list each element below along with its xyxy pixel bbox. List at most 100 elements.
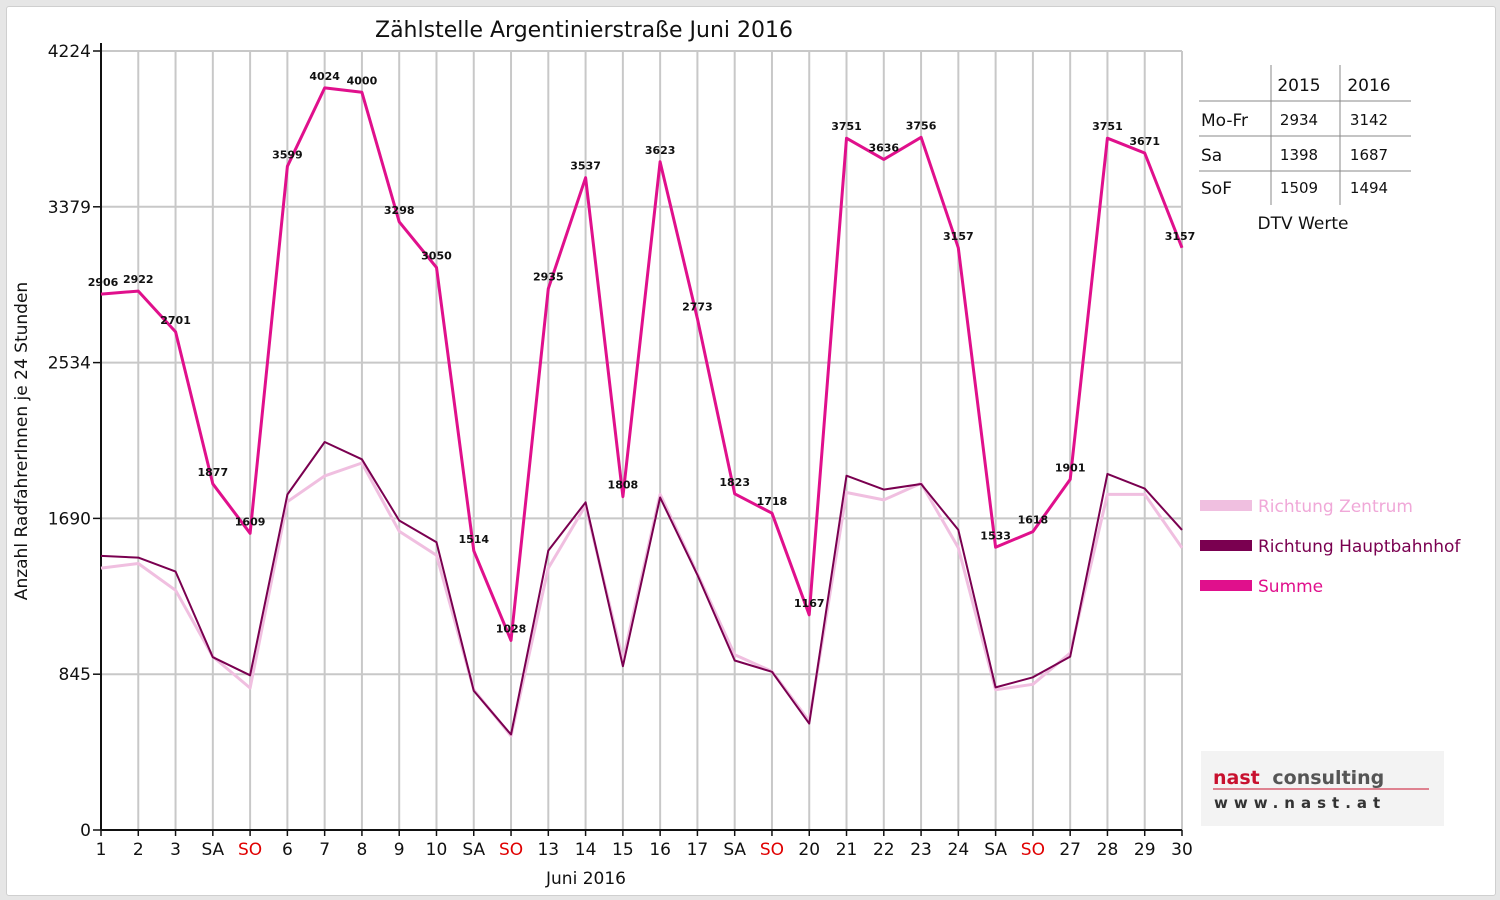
data-label: 2773 bbox=[682, 301, 713, 314]
data-label: 3751 bbox=[1092, 120, 1123, 133]
x-tick-label: 8 bbox=[357, 840, 368, 860]
axes bbox=[93, 43, 1183, 836]
legend-label-summe: Summe bbox=[1258, 577, 1323, 597]
x-tick-label: 10 bbox=[426, 840, 448, 860]
data-label: 2922 bbox=[123, 273, 154, 286]
data-label: 1028 bbox=[496, 622, 527, 635]
x-tick-label: SO bbox=[499, 840, 523, 860]
legend-swatch-hauptbahnhof bbox=[1200, 540, 1252, 551]
data-label: 1808 bbox=[608, 479, 639, 492]
logo-url: www.nast.at bbox=[1214, 794, 1386, 812]
legend-swatch-summe bbox=[1200, 580, 1252, 591]
data-label: 1901 bbox=[1055, 461, 1086, 474]
data-label: 3157 bbox=[943, 230, 974, 243]
dtv-row-label: Mo-Fr bbox=[1201, 111, 1248, 131]
dtv-col-2015: 2015 bbox=[1277, 76, 1320, 96]
dtv-cell: 2934 bbox=[1280, 111, 1318, 129]
data-label: 2935 bbox=[533, 271, 564, 284]
y-tick-label: 4224 bbox=[48, 42, 91, 62]
series-lines bbox=[100, 86, 1184, 738]
data-label: 2906 bbox=[88, 276, 119, 289]
x-tick-label: SA bbox=[462, 840, 485, 860]
series-line-0 bbox=[100, 461, 1184, 738]
x-tick-label: SA bbox=[201, 840, 224, 860]
x-tick-label: 2 bbox=[133, 840, 144, 860]
data-label: 1167 bbox=[794, 597, 825, 610]
y-tick-label: 1690 bbox=[48, 509, 91, 529]
x-tick-label: 23 bbox=[910, 840, 932, 860]
x-tick-label: 16 bbox=[649, 840, 671, 860]
svg-text:nast consulting: nast consulting bbox=[1213, 767, 1384, 789]
x-tick-label: 20 bbox=[798, 840, 820, 860]
data-label: 3050 bbox=[421, 250, 452, 263]
x-tick-label: 30 bbox=[1171, 840, 1193, 860]
x-tick-label: 9 bbox=[394, 840, 405, 860]
x-tick-label: SA bbox=[984, 840, 1007, 860]
legend-label-hauptbahnhof: Richtung Hauptbahnhof bbox=[1258, 537, 1461, 557]
x-tick-label: SO bbox=[1021, 840, 1045, 860]
x-tick-label: 22 bbox=[873, 840, 895, 860]
x-tick-label: 3 bbox=[170, 840, 181, 860]
x-tick-label: 13 bbox=[537, 840, 559, 860]
data-label: 3298 bbox=[384, 204, 415, 217]
data-label: 1514 bbox=[458, 533, 489, 546]
x-tick-label: 28 bbox=[1097, 840, 1119, 860]
nast-consulting-logo: nast consulting www.nast.at bbox=[1201, 751, 1444, 826]
logo-word-nast: nast bbox=[1213, 767, 1260, 789]
data-label: 3751 bbox=[831, 120, 862, 133]
series-line-2 bbox=[100, 86, 1184, 642]
dtv-cell: 1509 bbox=[1280, 179, 1318, 197]
chart-title: Zählstelle Argentinierstraße Juni 2016 bbox=[375, 18, 793, 43]
legend-label-zentrum: Richtung Zentrum bbox=[1258, 497, 1413, 517]
x-tick-label: SA bbox=[723, 840, 746, 860]
series-line-1 bbox=[100, 441, 1183, 736]
logo-word-consulting: consulting bbox=[1272, 767, 1384, 789]
x-tick-label: 27 bbox=[1059, 840, 1081, 860]
data-label: 1609 bbox=[235, 515, 266, 528]
data-label: 1618 bbox=[1018, 514, 1049, 527]
data-label: 3756 bbox=[906, 119, 937, 132]
data-label: 3623 bbox=[645, 144, 676, 157]
x-tick-label: 7 bbox=[319, 840, 330, 860]
data-label: 1877 bbox=[198, 466, 229, 479]
data-label: 4024 bbox=[309, 70, 340, 83]
data-label: 1823 bbox=[719, 476, 750, 489]
data-label: 3636 bbox=[868, 141, 899, 154]
data-label: 3671 bbox=[1129, 135, 1160, 148]
y-axis-ticks: 0 845 1690 2534 3379 4224 bbox=[48, 42, 91, 841]
y-axis-label: Anzahl RadfahrerInnen je 24 Stunden bbox=[12, 282, 32, 600]
x-tick-label: 21 bbox=[836, 840, 858, 860]
y-tick-label: 2534 bbox=[48, 354, 91, 374]
data-label: 3157 bbox=[1165, 230, 1196, 243]
y-tick-label: 0 bbox=[80, 821, 91, 841]
data-label: 2701 bbox=[160, 314, 191, 327]
data-label: 1718 bbox=[757, 495, 788, 508]
x-axis-ticks: 1 2 3 SA SO 6 7 8 9 10 SA SO 13 14 15 16 17 SA SO 20 21 22 23 2… bbox=[96, 840, 1193, 860]
dtv-cell: 1687 bbox=[1350, 146, 1388, 164]
legend: Richtung Zentrum Richtung Hauptbahnhof S… bbox=[1200, 497, 1461, 597]
dtv-caption: DTV Werte bbox=[1258, 214, 1349, 234]
x-tick-label: 6 bbox=[282, 840, 293, 860]
line-chart: Zählstelle Argentinierstraße Juni 2016 0… bbox=[12, 18, 1461, 889]
data-labels: 2906 2922 2701 1877 1609 3599 4024 4000 3298 3050… bbox=[88, 70, 1196, 636]
y-tick-label: 3379 bbox=[48, 198, 91, 218]
x-tick-label: 15 bbox=[612, 840, 634, 860]
dtv-row-label: Sa bbox=[1201, 146, 1222, 166]
dtv-cell: 3142 bbox=[1350, 111, 1388, 129]
dtv-cell: 1398 bbox=[1280, 146, 1318, 164]
legend-swatch-zentrum bbox=[1200, 500, 1252, 511]
y-tick-label: 845 bbox=[59, 665, 91, 685]
x-tick-label: 17 bbox=[687, 840, 709, 860]
x-tick-label: 14 bbox=[575, 840, 597, 860]
dtv-col-2016: 2016 bbox=[1347, 76, 1390, 96]
chart-frame: Zählstelle Argentinierstraße Juni 2016 0… bbox=[6, 6, 1496, 896]
data-label: 1533 bbox=[980, 529, 1011, 542]
x-tick-label: 29 bbox=[1134, 840, 1156, 860]
data-label: 3599 bbox=[272, 148, 303, 161]
x-tick-label: 24 bbox=[948, 840, 970, 860]
x-axis-label: Juni 2016 bbox=[545, 869, 626, 889]
x-tick-label: SO bbox=[760, 840, 784, 860]
dtv-cell: 1494 bbox=[1350, 179, 1388, 197]
grid bbox=[101, 50, 1183, 830]
x-tick-label: 1 bbox=[96, 840, 107, 860]
